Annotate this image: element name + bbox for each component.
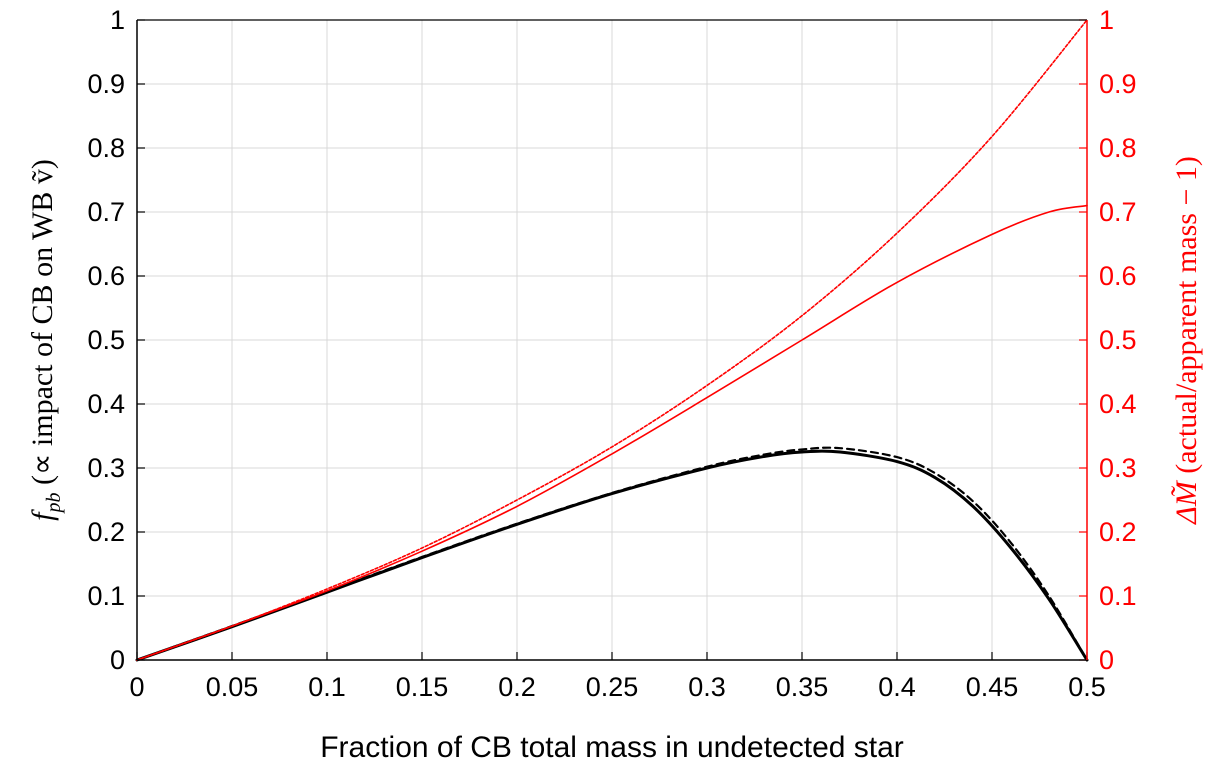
x-tick-label: 0.1 — [308, 672, 346, 702]
y-tick-label: 0 — [110, 645, 125, 675]
grid — [137, 20, 1087, 660]
y2-tick-label: 0.5 — [1099, 325, 1137, 355]
y2-axis-label: ΔM̃ (actual/apparent mass − 1) — [1170, 156, 1203, 525]
y2-tick-label: 0 — [1099, 645, 1114, 675]
y-tick-label: 0.2 — [87, 517, 125, 547]
y-tick-label: 0.8 — [87, 133, 125, 163]
y2-tick-label: 0.2 — [1099, 517, 1137, 547]
y2-tick-label: 0.7 — [1099, 197, 1137, 227]
y2-tick-label: 0.1 — [1099, 581, 1137, 611]
y2-tick-label: 0.9 — [1099, 69, 1137, 99]
y-tick-label: 0.7 — [87, 197, 125, 227]
y-tick-label: 0.5 — [87, 325, 125, 355]
x-tick-label: 0.2 — [498, 672, 536, 702]
y-tick-label: 0.3 — [87, 453, 125, 483]
y2-axis-label-rest: (actual/apparent mass − 1) — [1170, 156, 1203, 481]
y-axis-label-rest: (∝ impact of CB on WB ṽ) — [26, 159, 59, 492]
y-tick-label: 0.4 — [87, 389, 125, 419]
x-axis-label: Fraction of CB total mass in undetected … — [320, 731, 904, 764]
x-tick-label: 0.45 — [966, 672, 1019, 702]
y2-tick-label: 0.8 — [1099, 133, 1137, 163]
y2-tick-label: 0.6 — [1099, 261, 1137, 291]
y-axis-label: fpb (∝ impact of CB on WB ṽ) — [26, 159, 65, 521]
y-tick-label: 1 — [110, 5, 125, 35]
x-tick-label: 0.15 — [396, 672, 449, 702]
y-axis-label-subscript: pb — [43, 493, 65, 515]
x-tick-label: 0.4 — [878, 672, 916, 702]
x-tick-label: 0.5 — [1068, 672, 1106, 702]
y2-tick-label: 0.4 — [1099, 389, 1137, 419]
y-tick-label: 0.6 — [87, 261, 125, 291]
x-tick-label: 0.35 — [776, 672, 829, 702]
x-tick-label: 0.3 — [688, 672, 726, 702]
y-tick-label: 0.9 — [87, 69, 125, 99]
y-tick-label: 0.1 — [87, 581, 125, 611]
y2-tick-label: 1 — [1099, 5, 1114, 35]
y2-axis-label-symbol: ΔM̃ — [1170, 479, 1203, 525]
x-tick-label: 0 — [129, 672, 144, 702]
x-tick-label: 0.25 — [586, 672, 639, 702]
x-tick-label: 0.05 — [206, 672, 259, 702]
y2-tick-label: 0.3 — [1099, 453, 1137, 483]
